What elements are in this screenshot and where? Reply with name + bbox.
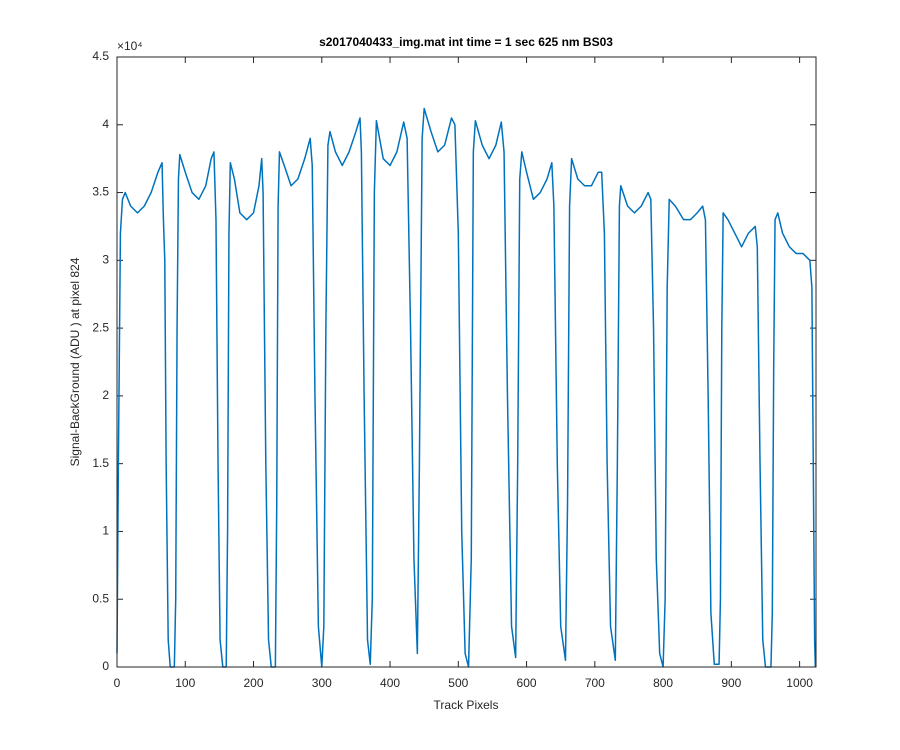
data-line — [116, 107, 817, 668]
x-axis-label: Track Pixels — [434, 698, 499, 712]
y-tick-label: 2 — [102, 388, 109, 402]
x-tick-label: 100 — [175, 676, 195, 690]
x-tick-label: 300 — [312, 676, 332, 690]
x-tick-label: 900 — [721, 676, 741, 690]
y-tick-label: 0.5 — [92, 591, 109, 605]
x-tick-label: 600 — [517, 676, 537, 690]
y-tick-label: 4 — [102, 117, 109, 131]
y-tick-label: 2.5 — [92, 320, 109, 334]
y-axis-label: Signal-BackGround (ADU ) at pixel 824 — [68, 257, 82, 466]
x-tick-label: 800 — [653, 676, 673, 690]
chart-title: s2017040433_img.mat int time = 1 sec 625… — [319, 35, 613, 49]
y-tick-label: 3.5 — [92, 185, 109, 199]
y-tick-label: 1.5 — [92, 456, 109, 470]
y-tick-label: 1 — [102, 524, 109, 538]
x-tick-label: 400 — [380, 676, 400, 690]
x-tick-label: 200 — [244, 676, 264, 690]
x-tick-label: 500 — [448, 676, 468, 690]
axes-box — [116, 56, 817, 668]
x-tick-label: 700 — [585, 676, 605, 690]
y-tick-label: 3 — [102, 253, 109, 267]
y-tick-label: 0 — [102, 659, 109, 673]
y-tick-label: 4.5 — [92, 49, 109, 63]
x-tick-label: 0 — [114, 676, 121, 690]
x-tick-label: 1000 — [786, 676, 813, 690]
y-exponent-label: ×10⁴ — [117, 39, 143, 53]
